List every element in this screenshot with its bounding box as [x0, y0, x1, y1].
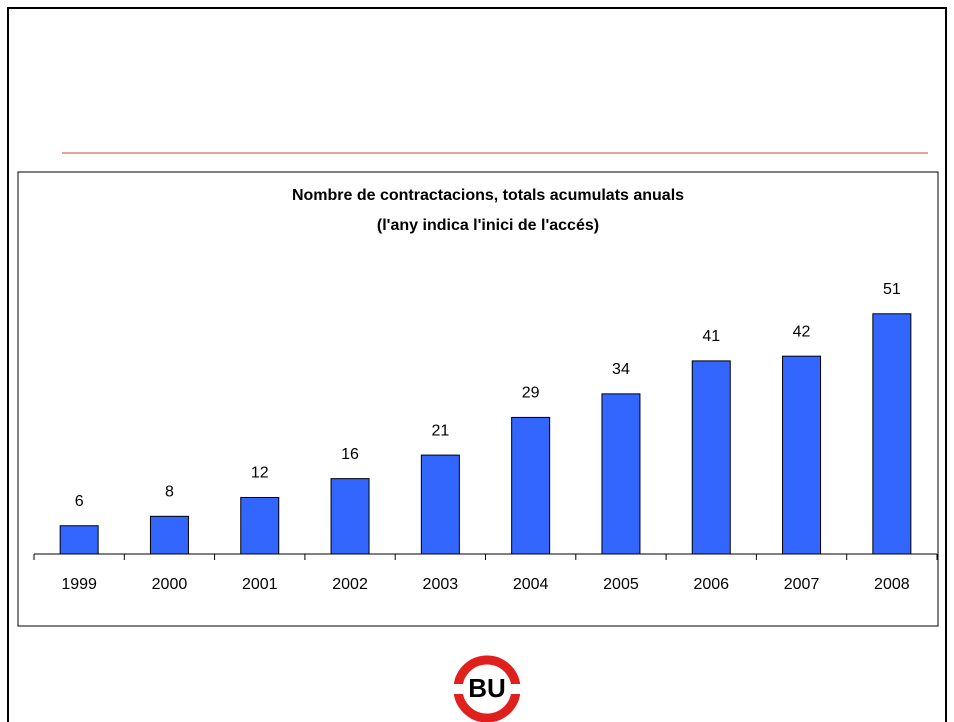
- chart-title: Nombre de contractacions, totals acumula…: [292, 187, 684, 204]
- bar: [601, 393, 641, 555]
- x-tick-label: 2004: [513, 576, 549, 593]
- plot: 1999 6 2000 8 2001 12 2002 16 2003 21 2004 29 2005 34…: [33, 281, 938, 593]
- data-label: 41: [702, 328, 720, 345]
- x-tick-label: 2005: [603, 576, 639, 593]
- x-tick-label: 2000: [152, 576, 188, 593]
- x-tick-label: 2001: [242, 576, 278, 593]
- bar: [872, 313, 912, 555]
- bar: [782, 355, 822, 555]
- bar: [330, 478, 370, 555]
- data-label: 51: [883, 281, 901, 298]
- logo-gap: [452, 684, 522, 694]
- data-label: 34: [612, 361, 630, 378]
- data-label: 29: [522, 385, 540, 402]
- bar: [691, 360, 731, 555]
- data-label: 16: [341, 446, 359, 463]
- data-label: 12: [251, 465, 269, 482]
- x-tick-label: 2007: [784, 576, 820, 593]
- bar: [149, 515, 189, 555]
- logo: BU: [452, 655, 522, 722]
- bar: [59, 525, 99, 555]
- x-tick-label: 2006: [693, 576, 729, 593]
- bar: [420, 454, 460, 555]
- x-tick-label: 2002: [332, 576, 368, 593]
- data-label: 42: [793, 323, 811, 340]
- data-label: 8: [165, 484, 174, 501]
- x-tick-label: 2003: [423, 576, 459, 593]
- x-tick-label: 1999: [61, 576, 97, 593]
- bar: [511, 416, 551, 555]
- chart-subtitle: (l'any indica l'inici de l'accés): [377, 217, 599, 234]
- bar: [240, 496, 280, 555]
- x-tick-label: 2008: [874, 576, 910, 593]
- logo-text: BU: [468, 673, 506, 703]
- data-label: 21: [431, 422, 449, 439]
- data-label: 6: [75, 493, 84, 510]
